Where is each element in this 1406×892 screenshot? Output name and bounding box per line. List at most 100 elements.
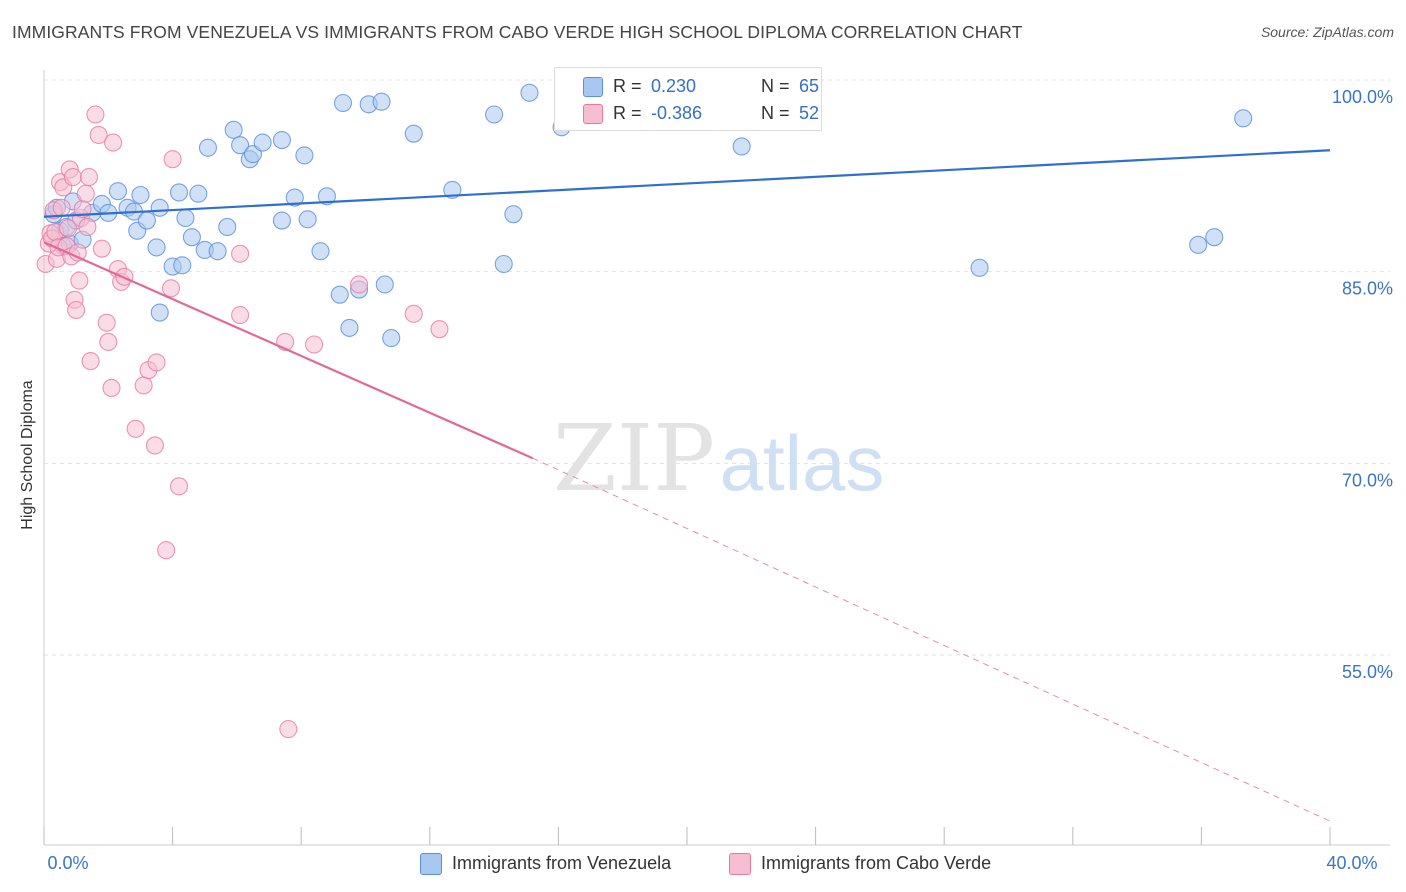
point-cabo-verde[interactable]: [81, 352, 100, 371]
point-cabo-verde[interactable]: [161, 279, 181, 298]
point-venezuela[interactable]: [272, 131, 291, 150]
point-cabo-verde[interactable]: [430, 320, 449, 339]
point-venezuela[interactable]: [1189, 235, 1208, 254]
point-cabo-verde[interactable]: [350, 275, 369, 294]
gridlines: [44, 79, 1390, 656]
legend-r-label: R =: [613, 103, 642, 123]
legend-n-label: N =: [761, 103, 790, 123]
point-cabo-verde[interactable]: [157, 541, 176, 560]
data-points: [36, 73, 1253, 739]
point-cabo-verde[interactable]: [163, 150, 182, 169]
legend-swatch-cabo-verde: [583, 104, 603, 124]
y-tick-label: 85.0%: [1342, 279, 1393, 299]
point-venezuela[interactable]: [231, 136, 250, 155]
point-venezuela[interactable]: [208, 242, 227, 261]
bottom-legend-label: Immigrants from Cabo Verde: [761, 853, 992, 873]
point-venezuela[interactable]: [198, 138, 218, 157]
point-venezuela[interactable]: [732, 137, 751, 156]
point-venezuela[interactable]: [443, 180, 462, 199]
point-cabo-verde[interactable]: [145, 436, 164, 455]
point-venezuela[interactable]: [189, 184, 208, 203]
point-venezuela[interactable]: [131, 185, 150, 205]
point-venezuela[interactable]: [182, 228, 201, 247]
point-cabo-verde[interactable]: [305, 335, 324, 354]
point-cabo-verde[interactable]: [86, 105, 105, 124]
point-venezuela[interactable]: [173, 256, 192, 275]
point-venezuela[interactable]: [169, 183, 189, 202]
point-cabo-verde[interactable]: [92, 239, 111, 258]
point-venezuela[interactable]: [218, 217, 237, 236]
point-venezuela[interactable]: [150, 303, 169, 322]
point-venezuela[interactable]: [375, 275, 394, 294]
point-venezuela[interactable]: [404, 124, 423, 143]
point-venezuela[interactable]: [311, 242, 330, 261]
y-tick-label: 55.0%: [1342, 662, 1393, 682]
point-venezuela[interactable]: [1205, 228, 1224, 247]
point-cabo-verde[interactable]: [76, 184, 95, 203]
legend-n-value: 65: [799, 76, 820, 96]
point-cabo-verde[interactable]: [89, 125, 108, 144]
point-cabo-verde[interactable]: [78, 217, 97, 236]
point-venezuela[interactable]: [150, 198, 169, 217]
point-venezuela[interactable]: [108, 182, 127, 201]
point-cabo-verde[interactable]: [99, 332, 118, 351]
bottom-legend-swatch-cabo-verde: [729, 853, 751, 875]
point-cabo-verde[interactable]: [404, 304, 423, 323]
legend-r-value: -0.386: [651, 103, 703, 123]
stats-legend: R = 0.230 N = 65 R = -0.386 N = 52: [554, 67, 822, 131]
point-venezuela[interactable]: [285, 188, 304, 207]
point-venezuela[interactable]: [147, 238, 166, 257]
point-cabo-verde[interactable]: [134, 376, 153, 395]
trend-lines: [43, 149, 1331, 822]
chart-title: IMMIGRANTS FROM VENEZUELA VS IMMIGRANTS …: [12, 22, 1023, 42]
point-venezuela[interactable]: [382, 329, 401, 348]
y-tick-label: 100.0%: [1332, 87, 1393, 107]
watermark: ZIP atlas: [553, 405, 884, 512]
point-venezuela[interactable]: [224, 120, 243, 139]
point-cabo-verde[interactable]: [279, 720, 298, 739]
point-cabo-verde[interactable]: [52, 198, 71, 217]
legend-swatch-venezuela: [583, 77, 603, 97]
y-axis-label: High School Diploma: [19, 380, 36, 530]
legend-n-value: 52: [799, 103, 820, 123]
point-venezuela[interactable]: [333, 93, 353, 113]
point-cabo-verde[interactable]: [104, 133, 123, 152]
point-cabo-verde[interactable]: [68, 243, 87, 262]
point-venezuela[interactable]: [295, 146, 314, 165]
point-venezuela[interactable]: [176, 208, 195, 228]
bottom-legend-swatch-venezuela: [420, 853, 442, 875]
point-venezuela[interactable]: [485, 105, 504, 124]
point-venezuela[interactable]: [520, 83, 539, 102]
point-venezuela[interactable]: [272, 211, 291, 230]
point-venezuela[interactable]: [137, 211, 156, 230]
point-venezuela[interactable]: [330, 285, 349, 304]
point-venezuela[interactable]: [504, 205, 523, 224]
point-cabo-verde[interactable]: [59, 219, 78, 238]
point-venezuela[interactable]: [298, 210, 317, 229]
point-venezuela[interactable]: [340, 318, 359, 337]
point-venezuela[interactable]: [253, 133, 272, 152]
watermark-zip: ZIP: [553, 405, 715, 512]
point-cabo-verde[interactable]: [147, 353, 166, 372]
point-venezuela[interactable]: [1234, 109, 1253, 128]
point-venezuela[interactable]: [372, 92, 391, 111]
point-cabo-verde[interactable]: [97, 313, 116, 332]
point-cabo-verde[interactable]: [63, 168, 82, 187]
trend-line-cabo-verde-projection: [532, 457, 1331, 822]
point-cabo-verde[interactable]: [102, 378, 121, 397]
y-tick-label: 70.0%: [1342, 470, 1393, 490]
point-cabo-verde[interactable]: [231, 244, 250, 263]
point-cabo-verde[interactable]: [70, 271, 89, 290]
point-venezuela[interactable]: [494, 254, 513, 274]
point-venezuela[interactable]: [970, 258, 989, 277]
point-cabo-verde[interactable]: [126, 419, 145, 438]
point-cabo-verde[interactable]: [231, 306, 250, 325]
legend-r-value: 0.230: [651, 76, 697, 96]
point-cabo-verde[interactable]: [169, 477, 189, 496]
watermark-atlas: atlas: [720, 419, 885, 507]
point-venezuela[interactable]: [317, 187, 336, 206]
x-tick-label: 40.0%: [1326, 853, 1377, 873]
point-cabo-verde[interactable]: [79, 168, 99, 187]
point-cabo-verde[interactable]: [67, 300, 86, 320]
